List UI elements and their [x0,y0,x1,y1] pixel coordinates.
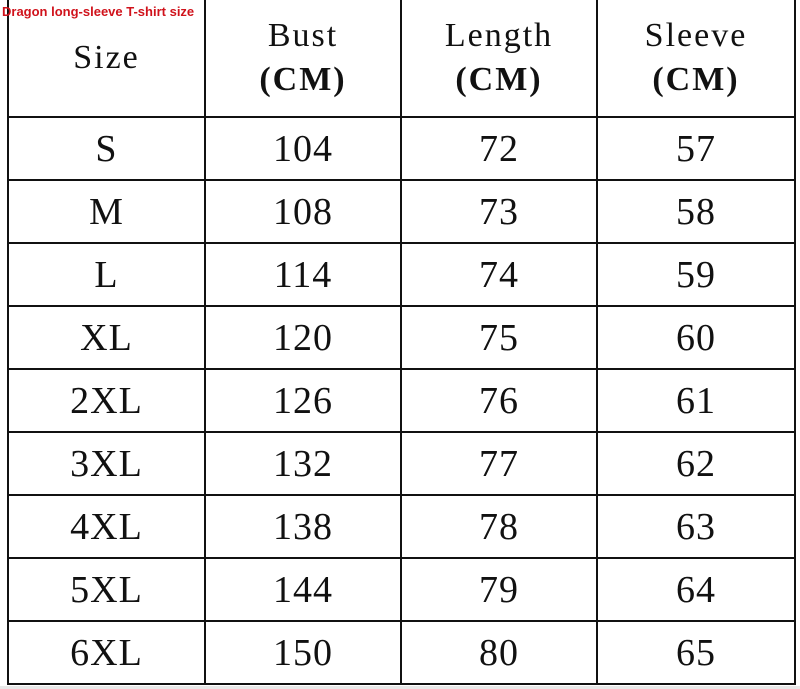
header-sleeve: Sleeve (CM) [596,0,796,118]
header-label: Bust [267,17,339,54]
cell-size: 3XL [7,431,206,496]
table-row: 4XL 138 78 63 [7,494,796,559]
cell-bust: 114 [204,242,402,307]
cell-sleeve: 57 [596,116,796,181]
cell-length: 72 [400,116,598,181]
bottom-border [0,686,800,689]
cell-bust: 150 [204,620,402,685]
cell-size: XL [7,305,206,370]
cell-sleeve: 60 [596,305,796,370]
table-row: S 104 72 57 [7,116,796,181]
header-unit: (CM) [455,61,543,98]
table-row: 6XL 150 80 65 [7,620,796,685]
header-label: Size [73,39,140,76]
cell-sleeve: 59 [596,242,796,307]
table-row: 5XL 144 79 64 [7,557,796,622]
table-row: XL 120 75 60 [7,305,796,370]
cell-bust: 108 [204,179,402,244]
cell-length: 75 [400,305,598,370]
header-label: Sleeve [644,17,748,54]
cell-size: 6XL [7,620,206,685]
cell-sleeve: 61 [596,368,796,433]
cell-sleeve: 64 [596,557,796,622]
table-row: M 108 73 58 [7,179,796,244]
header-unit: (CM) [652,61,740,98]
cell-size: M [7,179,206,244]
cell-sleeve: 58 [596,179,796,244]
cell-size: 5XL [7,557,206,622]
cell-bust: 104 [204,116,402,181]
header-size: Size [7,0,206,118]
cell-sleeve: 63 [596,494,796,559]
cell-length: 77 [400,431,598,496]
cell-length: 79 [400,557,598,622]
header-label: Length [444,17,554,54]
cell-bust: 138 [204,494,402,559]
cell-length: 80 [400,620,598,685]
header-unit: (CM) [259,61,347,98]
table-row: 2XL 126 76 61 [7,368,796,433]
cell-size: L [7,242,206,307]
cell-length: 73 [400,179,598,244]
cell-length: 76 [400,368,598,433]
cell-bust: 126 [204,368,402,433]
cell-bust: 120 [204,305,402,370]
cell-sleeve: 65 [596,620,796,685]
cell-size: 4XL [7,494,206,559]
header-row: Size Bust (CM) Length (CM) Sleeve (CM) [7,0,796,118]
table-row: 3XL 132 77 62 [7,431,796,496]
cell-bust: 132 [204,431,402,496]
table-row: L 114 74 59 [7,242,796,307]
cell-size: S [7,116,206,181]
size-chart-table: Size Bust (CM) Length (CM) Sleeve (CM) S 104… [7,0,796,685]
cell-length: 74 [400,242,598,307]
header-length: Length (CM) [400,0,598,118]
cell-size: 2XL [7,368,206,433]
header-bust: Bust (CM) [204,0,402,118]
cell-sleeve: 62 [596,431,796,496]
cell-bust: 144 [204,557,402,622]
caption: Dragon long-sleeve T-shirt size [2,4,195,19]
cell-length: 78 [400,494,598,559]
